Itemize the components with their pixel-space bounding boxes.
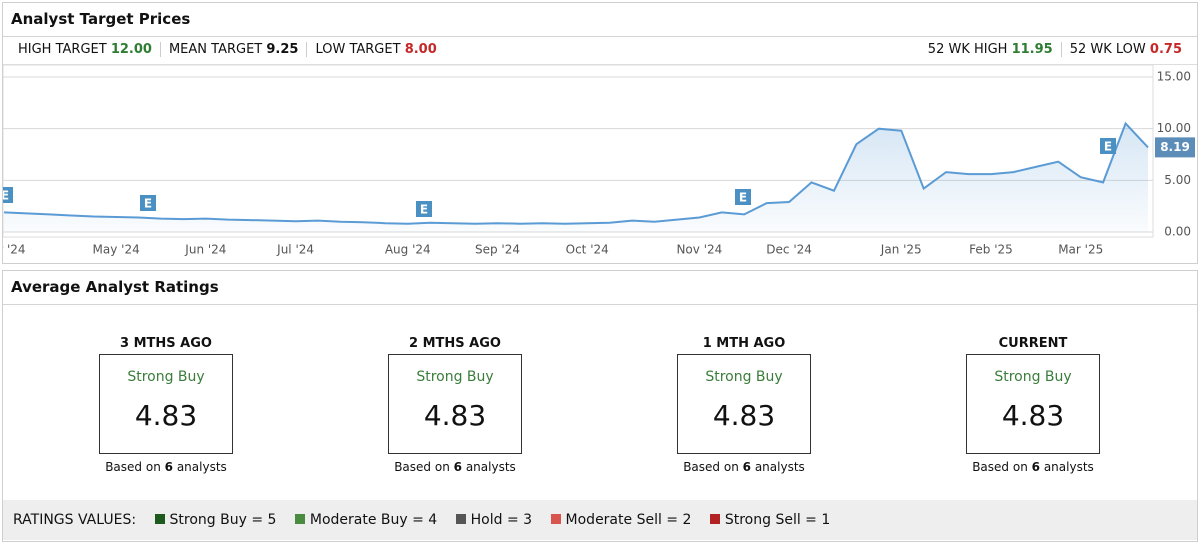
x-tick-label: Sep '24 <box>475 243 520 257</box>
last-value-box <box>1155 137 1195 158</box>
text: Based on <box>683 460 739 474</box>
x-tick-label: Feb '25 <box>969 243 1013 257</box>
period-heading: 3 MTHS AGO <box>120 336 212 351</box>
analyst-count: Based on 6 analysts <box>654 460 834 474</box>
x-tick-label: Jun '24 <box>184 243 226 257</box>
rating-box: Strong Buy 4.83 <box>677 354 811 454</box>
value: 9.25 <box>266 42 299 57</box>
label: 52 WK HIGH <box>927 42 1008 57</box>
earnings-marker <box>735 189 751 205</box>
rating-score: 4.83 <box>423 399 487 432</box>
area-fill <box>4 123 1148 232</box>
label: 52 WK LOW <box>1069 42 1146 57</box>
text: analysts <box>754 460 805 474</box>
target: HIGH TARGET 12.00 <box>10 42 161 57</box>
x-tick-label: Jul '24 <box>276 243 314 257</box>
count: 6 <box>1031 460 1040 474</box>
period-heading: 1 MTH AGO <box>702 336 786 351</box>
rating-box: Strong Buy 4.83 <box>99 354 233 454</box>
x-tick-label: May '24 <box>93 243 140 257</box>
rating-score: 4.83 <box>712 399 776 432</box>
analyst-count: Based on 6 analysts <box>76 460 256 474</box>
plot-area <box>3 65 1154 238</box>
target: MEAN TARGET 9.25 <box>160 42 308 57</box>
rating-box: Strong Buy 4.83 <box>966 354 1100 454</box>
y-tick-label: 0.00 <box>1164 225 1191 239</box>
rating-card: 2 MTHS AGO Strong Buy 4.83 Based on 6 an… <box>365 336 545 474</box>
label: LOW TARGET <box>315 42 401 57</box>
legend-item: Strong Buy = 5 <box>169 512 277 528</box>
rating-box: Strong Buy 4.83 <box>388 354 522 454</box>
count: 6 <box>453 460 462 474</box>
value: 8.00 <box>404 42 437 57</box>
earnings-marker-label: E <box>739 191 747 205</box>
legend-item: Strong Sell = 1 <box>724 512 831 528</box>
x-tick-label: Aug '24 <box>385 243 431 257</box>
range-row: 52 WK HIGH 11.95 52 WK LOW 0.75 <box>919 37 1190 63</box>
rating-score: 4.83 <box>134 399 198 432</box>
x-tick-label: Mar '25 <box>1058 243 1103 257</box>
value: 11.95 <box>1011 42 1053 57</box>
value: 0.75 <box>1149 42 1182 57</box>
ratings-legend: RATINGS VALUES: Strong Buy = 5 Moderate … <box>3 500 1197 540</box>
range: 52 WK HIGH 11.95 <box>919 42 1062 57</box>
y-tick-label: 15.00 <box>1157 70 1191 84</box>
label: MEAN TARGET <box>168 42 263 57</box>
target: LOW TARGET 8.00 <box>307 42 444 57</box>
range: 52 WK LOW 0.75 <box>1062 42 1190 57</box>
earnings-marker-label: E <box>420 203 428 217</box>
text: Based on <box>972 460 1028 474</box>
rating-card: 1 MTH AGO Strong Buy 4.83 Based on 6 ana… <box>654 336 834 474</box>
rating-label: Strong Buy <box>705 369 783 385</box>
text: analysts <box>176 460 227 474</box>
price-line <box>3 121 1149 225</box>
earnings-marker <box>416 201 432 217</box>
legend-title: RATINGS VALUES: <box>13 512 137 528</box>
legend-item: Moderate Sell = 2 <box>565 512 692 528</box>
panel-title: Analyst Target Prices <box>3 3 1197 37</box>
y-tick-label: 10.00 <box>1157 121 1191 135</box>
x-tick-label: Jan '25 <box>880 243 922 257</box>
x-tick-label: Oct '24 <box>566 243 609 257</box>
rating-card: 3 MTHS AGO Strong Buy 4.83 Based on 6 an… <box>76 336 256 474</box>
panel-title: Average Analyst Ratings <box>3 271 1197 305</box>
period-heading: CURRENT <box>998 336 1068 351</box>
x-tick-label: Dec '24 <box>766 243 812 257</box>
text: analysts <box>1043 460 1094 474</box>
label: HIGH TARGET <box>18 42 107 57</box>
analyst-count: Based on 6 analysts <box>365 460 545 474</box>
y-tick-label: 5.00 <box>1164 173 1191 187</box>
last-value-label: 8.19 <box>1160 140 1190 154</box>
rating-card: CURRENT Strong Buy 4.83 Based on 6 analy… <box>943 336 1123 474</box>
x-tick-label: Nov '24 <box>676 243 722 257</box>
earnings-marker-label: E <box>144 197 152 211</box>
text: analysts <box>465 460 516 474</box>
rating-label: Strong Buy <box>127 369 205 385</box>
ratings-panel: Average Analyst Ratings <box>2 270 1198 542</box>
count: 6 <box>742 460 751 474</box>
target-row: HIGH TARGET 12.00 MEAN TARGET 9.25 LOW TAR… <box>10 37 445 63</box>
count: 6 <box>164 460 173 474</box>
earnings-marker <box>140 195 156 211</box>
analyst-count: Based on 6 analysts <box>943 460 1123 474</box>
earnings-marker <box>3 187 13 203</box>
earnings-marker-label: E <box>1104 140 1112 154</box>
rating-score: 4.83 <box>1001 399 1065 432</box>
rating-label: Strong Buy <box>416 369 494 385</box>
period-heading: 2 MTHS AGO <box>409 336 501 351</box>
text: Based on <box>394 460 450 474</box>
legend-item: Moderate Buy = 4 <box>309 512 438 528</box>
text: Based on <box>105 460 161 474</box>
price-chart: 0.00 5.00 10.00 15.00 Apr '24 May '24 Jun '24 J… <box>3 64 1197 257</box>
value: 12.00 <box>110 42 152 57</box>
legend-item: Hold = 3 <box>470 512 533 528</box>
earnings-marker-label: E <box>3 189 9 203</box>
rating-label: Strong Buy <box>994 369 1072 385</box>
earnings-marker <box>1100 138 1116 154</box>
x-tick-label: Apr '24 <box>3 243 26 257</box>
